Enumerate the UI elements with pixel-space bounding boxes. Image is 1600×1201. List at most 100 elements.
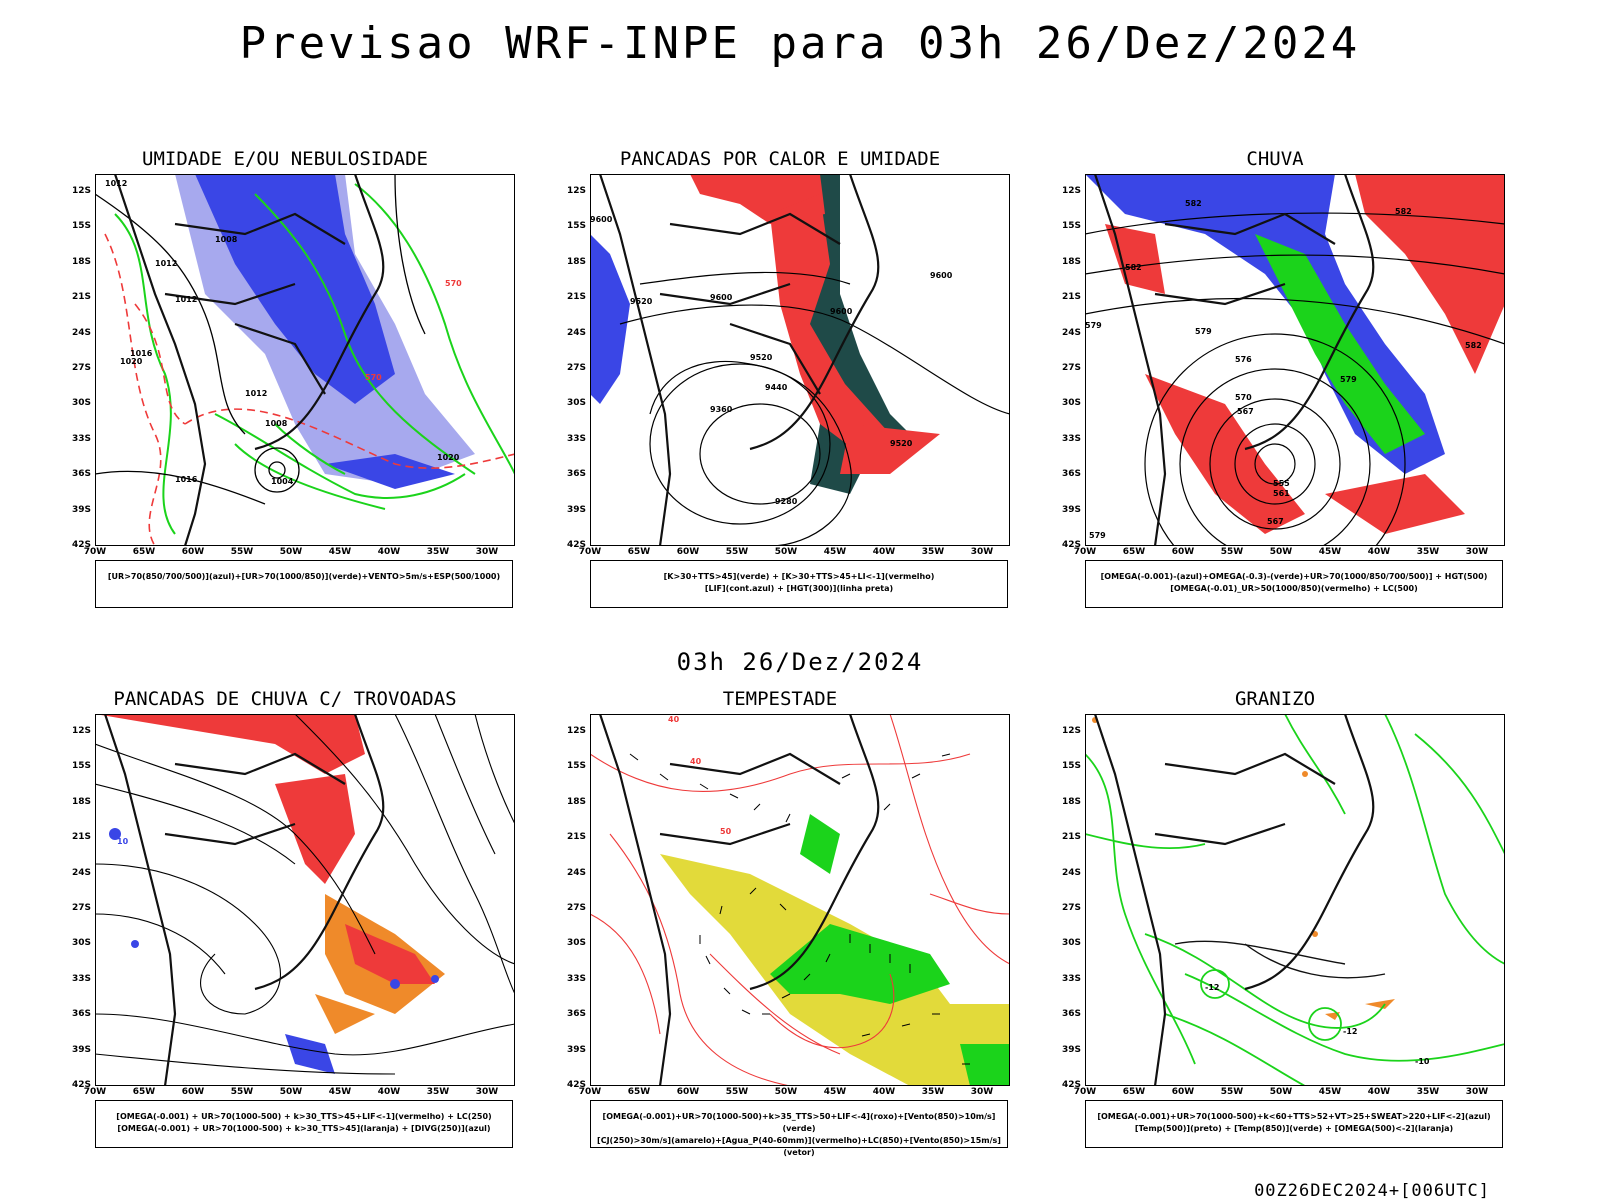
contour-label: 1004: [271, 477, 294, 486]
longitude-tick-label: 65W: [1122, 1087, 1146, 1097]
latitude-tick-label: 42S: [1061, 540, 1081, 550]
contour-label: 9600: [830, 307, 853, 316]
run-time-footer: 00Z26DEC2024+[006UTC]: [1254, 1181, 1490, 1201]
latitude-tick-label: 21S: [566, 292, 586, 303]
latitude-tick-label: 21S: [1061, 832, 1081, 843]
longitude-tick-label: 55W: [725, 1087, 749, 1097]
longitude-tick-label: 70W: [578, 1087, 602, 1097]
longitude-tick-label: 35W: [921, 1087, 945, 1097]
longitude-tick-label: 40W: [1367, 1087, 1391, 1097]
panel-chuva: CHUVA: [1045, 148, 1505, 628]
latitude-tick-label: 39S: [71, 1044, 91, 1055]
longitude-tick-label: 65W: [1122, 547, 1146, 557]
contour-label: 555: [1273, 479, 1290, 488]
latitude-tick-label: 18S: [1061, 796, 1081, 807]
contour-label: 570: [445, 279, 462, 288]
longitude-tick-label: 50W: [1269, 547, 1293, 557]
contour-label: 9520: [890, 439, 913, 448]
longitude-tick-label: 55W: [1220, 1087, 1244, 1097]
contour-label: 10: [313, 1057, 325, 1066]
latitude-tick-label: 21S: [566, 832, 586, 843]
latitude-tick-label: 24S: [1061, 327, 1081, 338]
panel-title: UMIDADE E/OU NEBULOSIDADE: [142, 148, 428, 170]
latitude-tick-label: 33S: [566, 973, 586, 984]
map-tempestade[interactable]: 40 50 40: [590, 714, 1010, 1086]
latitude-tick-label: 36S: [566, 1009, 586, 1020]
latitude-tick-label: 15S: [71, 221, 91, 232]
latitude-tick-label: 39S: [1061, 504, 1081, 515]
latitude-tick-label: 21S: [1061, 292, 1081, 303]
contour-label: 9520: [750, 353, 773, 362]
longitude-tick-label: 40W: [377, 1087, 401, 1097]
longitude-tick-label: 50W: [279, 547, 303, 557]
map-trovoadas[interactable]: 10 10: [95, 714, 515, 1086]
contour-label: 40: [690, 757, 702, 766]
thickness-contours: [104, 233, 515, 546]
longitude-tick-label: 45W: [328, 1087, 352, 1097]
longitude-tick-label: 70W: [83, 547, 107, 557]
contour-label: 579: [1340, 375, 1357, 384]
latitude-tick-label: 27S: [71, 363, 91, 373]
latitude-tick-label: 30S: [71, 398, 91, 409]
legend-line: [UR>70(850/700/500)](azul)+[UR>70(1000/8…: [107, 572, 501, 581]
contour-label: 579: [1085, 321, 1102, 330]
longitude-tick-label: 30W: [970, 547, 994, 557]
red-omega-areas: [1105, 174, 1505, 534]
panel-tempestade: TEMPESTADE: [550, 688, 1010, 1168]
latitude-tick-label: 33S: [1061, 973, 1081, 984]
latitude-tick-label: 18S: [1061, 256, 1081, 267]
contour-label: 579: [1089, 531, 1106, 540]
contour-label: 1020: [120, 357, 143, 366]
map-umidade[interactable]: 1012 1008 1012 1012 1020 1016 1012 1008 …: [95, 174, 515, 546]
contour-value-labels: 10 10: [117, 837, 325, 1066]
legend-line: [OMEGA(-0.01)_UR>50(1000/850)(vermelho) …: [1170, 584, 1418, 593]
legend-line: [OMEGA(-0.001) + UR>70(1000-500) + k>30_…: [116, 1112, 492, 1121]
map-granizo[interactable]: -12 -12 -10: [1085, 714, 1505, 1086]
latitude-tick-label: 39S: [566, 504, 586, 515]
latitude-tick-label: 42S: [566, 540, 586, 550]
longitude-tick-label: 35W: [426, 547, 450, 557]
contour-label: 561: [1273, 489, 1290, 498]
panel-legend: [OMEGA(-0.001)-(azul)+OMEGA(-0.3)-(verde…: [1085, 560, 1503, 608]
map-chuva[interactable]: 582 582 579 579 576 570 567 555 561 567 …: [1085, 174, 1505, 546]
contour-label: 10: [117, 837, 129, 846]
streamlines: [95, 714, 515, 1075]
coastline-borders: [598, 174, 880, 546]
contour-label: 1008: [265, 419, 288, 428]
longitude-tick-label: 40W: [872, 1087, 896, 1097]
wind-vectors: [629, 753, 970, 1065]
latitude-tick-label: 15S: [566, 761, 586, 772]
latitude-tick-label: 12S: [71, 726, 91, 736]
green-omega-area: [1255, 234, 1425, 454]
latitude-tick-label: 30S: [71, 938, 91, 949]
contour-label: 50: [720, 827, 732, 836]
longitude-tick-label: 35W: [1416, 547, 1440, 557]
map-canvas: 9600 9520 9600 9600 9520 9440 9360 9280 …: [590, 174, 1010, 546]
longitude-tick-label: 45W: [328, 547, 352, 557]
latitude-tick-label: 36S: [566, 469, 586, 480]
latitude-tick-label: 18S: [566, 796, 586, 807]
longitude-tick-label: 35W: [1416, 1087, 1440, 1097]
contour-value-labels: 582 582 579 579 576 570 567 555 561 567 …: [1085, 199, 1482, 540]
latitude-tick-label: 21S: [71, 292, 91, 303]
hgt500-contours: [1085, 212, 1505, 546]
contour-label: 9360: [710, 405, 733, 414]
longitude-tick-label: 40W: [872, 547, 896, 557]
contour-label: 1012: [105, 179, 127, 188]
coastline-borders: [113, 174, 385, 546]
latitude-tick-label: 24S: [1061, 867, 1081, 878]
longitude-tick-label: 60W: [1171, 1087, 1195, 1097]
longitude-tick-label: 40W: [377, 547, 401, 557]
panel-title: PANCADAS POR CALOR E UMIDADE: [619, 148, 941, 170]
map-pancadas-calor[interactable]: 9600 9520 9600 9600 9520 9440 9360 9280 …: [590, 174, 1010, 546]
latitude-tick-label: 36S: [71, 1009, 91, 1020]
latitude-tick-label: 15S: [1061, 761, 1081, 772]
latitude-tick-label: 36S: [1061, 469, 1081, 480]
latitude-tick-label: 12S: [1061, 186, 1081, 196]
longitude-tick-label: 65W: [627, 547, 651, 557]
contour-label: -10: [1415, 1057, 1430, 1066]
contour-label: 40: [668, 715, 680, 724]
latitude-tick-label: 42S: [1061, 1080, 1081, 1090]
longitude-tick-label: 60W: [676, 1087, 700, 1097]
forecast-time-label: 03h 26/Dez/2024: [676, 648, 924, 676]
